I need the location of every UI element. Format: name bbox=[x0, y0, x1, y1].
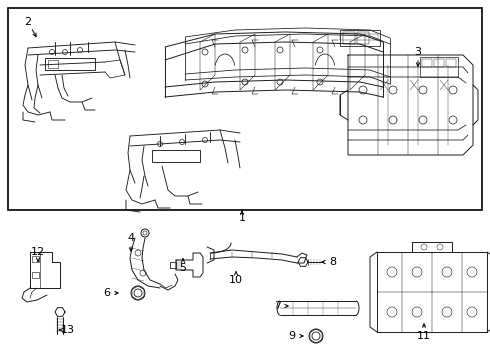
Bar bbox=[420, 57, 458, 77]
Text: 8: 8 bbox=[329, 257, 337, 267]
Text: 12: 12 bbox=[31, 247, 45, 257]
Bar bbox=[357, 32, 369, 44]
Text: 10: 10 bbox=[229, 275, 243, 285]
Text: 13: 13 bbox=[61, 325, 75, 335]
Text: 3: 3 bbox=[415, 47, 421, 57]
Bar bbox=[422, 59, 432, 67]
Bar bbox=[45, 58, 95, 70]
Text: 1: 1 bbox=[239, 213, 245, 223]
Text: 7: 7 bbox=[274, 301, 282, 311]
Text: 2: 2 bbox=[24, 17, 31, 27]
Bar bbox=[48, 60, 58, 68]
Text: 9: 9 bbox=[289, 331, 295, 341]
Bar bbox=[343, 32, 355, 44]
Bar bbox=[152, 150, 200, 162]
Bar bbox=[32, 256, 39, 262]
Bar bbox=[340, 34, 378, 40]
Text: 6: 6 bbox=[103, 288, 111, 298]
Bar bbox=[434, 59, 444, 67]
Bar bbox=[446, 59, 456, 67]
Bar bbox=[340, 30, 380, 46]
Text: 11: 11 bbox=[417, 331, 431, 341]
Text: 5: 5 bbox=[179, 263, 187, 273]
Bar bbox=[8, 8, 482, 210]
Text: 4: 4 bbox=[127, 233, 135, 243]
Bar bbox=[32, 272, 39, 278]
